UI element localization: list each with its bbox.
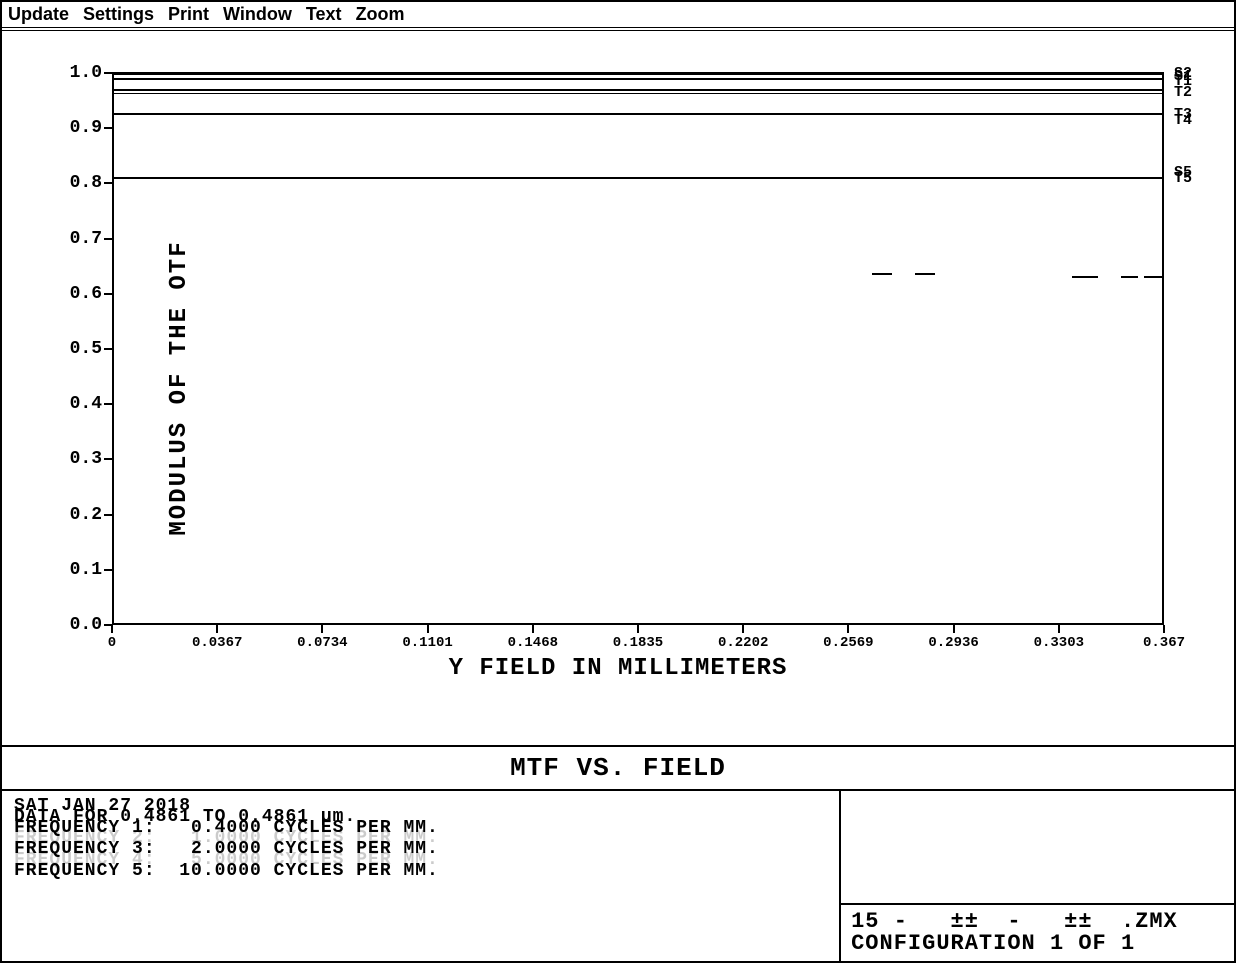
- y-tick: [104, 569, 112, 571]
- y-tick-label: 0.7: [52, 229, 102, 249]
- series-dash: [1072, 276, 1098, 278]
- series-line: [112, 177, 1164, 179]
- series-dash: [915, 273, 935, 275]
- x-tick-label: 0.2936: [928, 635, 978, 651]
- y-tick-label: 0.0: [52, 615, 102, 635]
- x-tick-label: 0.1468: [508, 635, 558, 651]
- y-tick-label: 0.8: [52, 173, 102, 193]
- y-tick: [104, 348, 112, 350]
- footer-freq-2: FREQUENCY 2: 1.0000 CYCLES PER MM.: [14, 833, 827, 844]
- menu-window[interactable]: Window: [223, 4, 292, 25]
- legend-label: T4: [1174, 112, 1192, 129]
- menu-print[interactable]: Print: [168, 4, 209, 25]
- x-tick: [953, 625, 955, 633]
- footer-left: SAT JAN 27 2018 DATA FOR 0.4861 TO 0.486…: [2, 791, 841, 961]
- footer-right-line1: 15 - ±± - ±± .ZMX: [851, 911, 1224, 933]
- x-tick-label: 0.367: [1143, 635, 1185, 651]
- x-tick: [321, 625, 323, 633]
- x-tick: [427, 625, 429, 633]
- plot-border: [112, 73, 1164, 625]
- legend-label: T2: [1174, 84, 1192, 101]
- y-tick-label: 0.6: [52, 284, 102, 304]
- y-tick-label: 0.9: [52, 118, 102, 138]
- footer-freq-4: FREQUENCY 4: 5.0000 CYCLES PER MM.: [14, 855, 827, 866]
- x-tick-label: 0.0734: [297, 635, 347, 651]
- footer-right-line2: CONFIGURATION 1 OF 1: [851, 933, 1224, 955]
- series-line: [112, 93, 1164, 94]
- series-line: [112, 72, 1164, 74]
- x-tick: [111, 625, 113, 633]
- y-tick: [104, 127, 112, 129]
- chart-title: MTF VS. FIELD: [2, 745, 1234, 789]
- x-tick: [216, 625, 218, 633]
- footer-right: 15 - ±± - ±± .ZMX CONFIGURATION 1 OF 1: [841, 791, 1234, 961]
- x-tick-label: 0.2202: [718, 635, 768, 651]
- series-dash: [872, 273, 892, 275]
- menubar: Update Settings Print Window Text Zoom: [2, 2, 1234, 31]
- x-tick: [742, 625, 744, 633]
- y-tick-label: 0.2: [52, 505, 102, 525]
- plot-area: MODULUS OF THE OTF 0.00.10.20.30.40.50.6…: [2, 31, 1234, 745]
- x-tick: [1058, 625, 1060, 633]
- y-tick-label: 0.5: [52, 339, 102, 359]
- x-tick-label: 0: [108, 635, 116, 651]
- y-tick: [104, 72, 112, 74]
- footer: SAT JAN 27 2018 DATA FOR 0.4861 TO 0.486…: [2, 789, 1234, 961]
- menu-text[interactable]: Text: [306, 4, 342, 25]
- x-tick-label: 0.2569: [823, 635, 873, 651]
- series-dash: [1144, 276, 1164, 278]
- y-tick: [104, 458, 112, 460]
- y-tick: [104, 403, 112, 405]
- series-line: [112, 113, 1164, 115]
- series-line: [112, 78, 1164, 80]
- y-tick-label: 0.3: [52, 449, 102, 469]
- x-tick: [1163, 625, 1165, 633]
- menu-update[interactable]: Update: [8, 4, 69, 25]
- x-axis-title: Y FIELD IN MILLIMETERS: [449, 655, 788, 682]
- x-tick: [532, 625, 534, 633]
- x-tick: [847, 625, 849, 633]
- x-tick-label: 0.0367: [192, 635, 242, 651]
- menu-settings[interactable]: Settings: [83, 4, 154, 25]
- y-tick: [104, 238, 112, 240]
- footer-right-bottom: 15 - ±± - ±± .ZMX CONFIGURATION 1 OF 1: [841, 905, 1234, 961]
- y-tick-label: 0.4: [52, 394, 102, 414]
- y-tick: [104, 293, 112, 295]
- y-tick: [104, 514, 112, 516]
- x-tick-label: 0.1835: [613, 635, 663, 651]
- series-line: [112, 89, 1164, 91]
- y-tick: [104, 182, 112, 184]
- x-tick-label: 0.3303: [1034, 635, 1084, 651]
- plot-inner: 0.00.10.20.30.40.50.60.70.80.91.000.0367…: [112, 73, 1164, 625]
- y-tick-label: 1.0: [52, 63, 102, 83]
- footer-right-top: [841, 791, 1234, 905]
- y-tick-label: 0.1: [52, 560, 102, 580]
- series-dash: [1121, 276, 1138, 278]
- legend-label: T5: [1174, 170, 1192, 187]
- x-tick-label: 0.1101: [402, 635, 452, 651]
- app-window: Update Settings Print Window Text Zoom M…: [0, 0, 1236, 963]
- x-tick: [637, 625, 639, 633]
- menu-zoom[interactable]: Zoom: [356, 4, 405, 25]
